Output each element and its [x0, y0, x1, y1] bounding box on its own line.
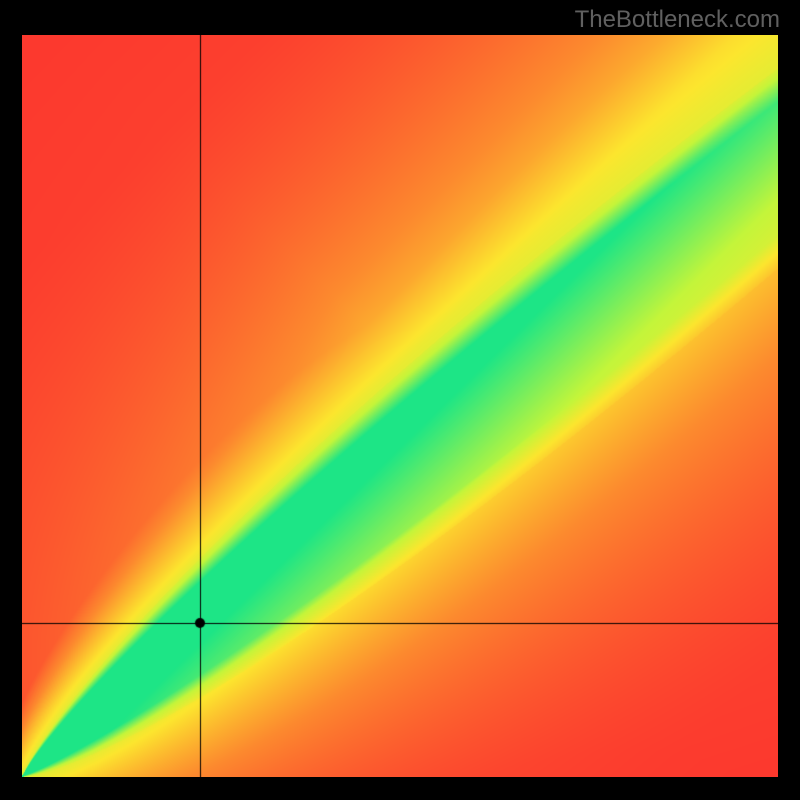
heatmap-canvas	[22, 35, 778, 777]
chart-container: TheBottleneck.com	[0, 0, 800, 800]
heatmap-plot	[22, 35, 778, 777]
watermark-text: TheBottleneck.com	[575, 6, 780, 34]
